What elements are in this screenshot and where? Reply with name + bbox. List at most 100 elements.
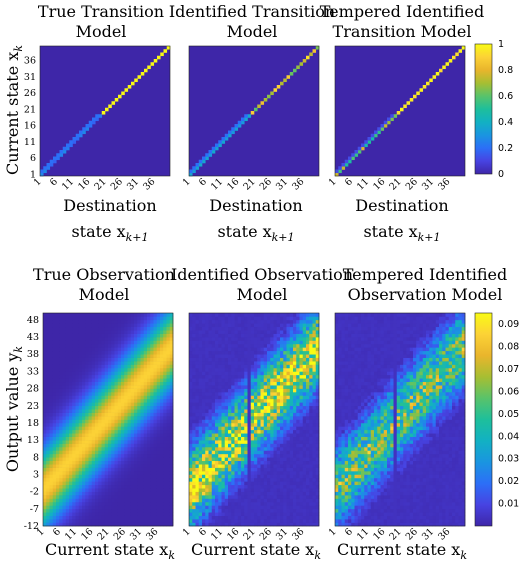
heat-cell	[127, 488, 132, 492]
heat-cell	[247, 474, 252, 479]
heat-cell	[293, 378, 297, 383]
heat-cell	[75, 395, 80, 400]
heat-cell	[286, 343, 291, 348]
heat-cell	[153, 443, 158, 448]
heat-cell	[124, 381, 128, 386]
heat-cell	[104, 457, 109, 462]
heat-cell	[228, 464, 232, 468]
heat-cell	[52, 453, 57, 458]
heat-cell	[169, 347, 174, 352]
heat-cell	[198, 453, 203, 458]
diag-cell	[267, 94, 271, 99]
heat-cell	[283, 409, 287, 413]
heat-cell	[111, 522, 115, 527]
heat-cell	[111, 378, 115, 383]
heat-cell	[56, 371, 60, 376]
heat-cell	[260, 402, 265, 407]
heat-cell	[153, 367, 158, 372]
heat-cell	[202, 498, 206, 503]
heat-cell	[254, 357, 258, 362]
heat-cell	[124, 522, 128, 527]
heat-cell	[88, 416, 93, 420]
heat-cell	[88, 491, 93, 496]
diag-cell	[455, 52, 459, 57]
heat-cell	[228, 505, 232, 510]
heat-cell	[257, 464, 261, 468]
heat-cell	[134, 519, 138, 523]
heat-cell	[163, 450, 167, 455]
heat-cell	[237, 505, 242, 510]
heat-cell	[270, 354, 274, 358]
heat-cell	[156, 443, 161, 448]
heat-cell	[215, 436, 219, 441]
offdiag-cell	[215, 143, 219, 148]
diag-cell	[442, 65, 446, 70]
heat-cell	[231, 343, 235, 348]
heat-cell	[95, 388, 99, 393]
heat-cell	[218, 313, 222, 317]
heat-cell	[127, 474, 132, 479]
heat-cell	[276, 457, 281, 462]
heat-cell	[150, 505, 154, 510]
heat-cell	[280, 433, 284, 437]
heat-cell	[192, 357, 196, 362]
heat-cell	[98, 326, 102, 331]
heat-cell	[263, 350, 268, 355]
heat-cell	[72, 381, 76, 386]
heat-cell	[163, 319, 167, 324]
heat-cell	[134, 467, 138, 472]
heat-cell	[224, 392, 229, 396]
heat-cell	[43, 330, 47, 334]
heat-cell	[65, 402, 70, 407]
offdiag-cell	[208, 150, 213, 154]
heat-cell	[280, 519, 284, 523]
heat-cell	[237, 319, 242, 324]
heat-cell	[211, 474, 216, 479]
heat-cell	[267, 460, 271, 465]
heat-cell	[156, 440, 161, 444]
heat-cell	[69, 460, 73, 465]
heat-cell	[95, 412, 99, 417]
heat-cell	[205, 457, 209, 462]
diag-cell	[413, 94, 417, 99]
heat-cell	[228, 471, 232, 475]
heat-cell	[211, 412, 216, 417]
heat-cell	[46, 378, 50, 383]
heat-cell	[101, 326, 106, 331]
heat-cell	[293, 422, 297, 427]
heat-cell	[43, 392, 47, 396]
heat-cell	[221, 354, 226, 358]
heat-cell	[75, 433, 80, 437]
heat-cell	[218, 340, 222, 345]
heat-cell	[49, 505, 54, 510]
heat-cell	[163, 398, 167, 403]
heat-cell	[273, 374, 278, 379]
heat-cell	[198, 436, 203, 441]
heat-cell	[296, 505, 300, 510]
heat-cell	[153, 330, 158, 334]
heat-cell	[78, 446, 83, 451]
heat-cell	[296, 374, 300, 379]
heat-cell	[198, 340, 203, 345]
heat-cell	[82, 412, 86, 417]
heat-cell	[267, 392, 271, 396]
heat-cell	[247, 515, 252, 520]
heat-cell	[302, 361, 307, 365]
heat-cell	[302, 347, 307, 352]
heat-cell	[205, 361, 209, 365]
heat-cell	[137, 501, 141, 506]
heat-cell	[150, 460, 154, 465]
heat-cell	[257, 361, 261, 365]
heat-cell	[189, 385, 193, 389]
heat-cell	[205, 426, 209, 431]
heat-cell	[43, 501, 47, 506]
heat-cell	[82, 471, 86, 475]
heat-cell	[296, 364, 300, 369]
heat-cell	[247, 354, 252, 358]
heat-cell	[52, 498, 57, 503]
heat-cell	[62, 388, 67, 393]
heat-cell	[124, 453, 128, 458]
heat-cell	[104, 446, 109, 451]
offdiag-cell	[62, 146, 67, 151]
heat-cell	[286, 381, 291, 386]
